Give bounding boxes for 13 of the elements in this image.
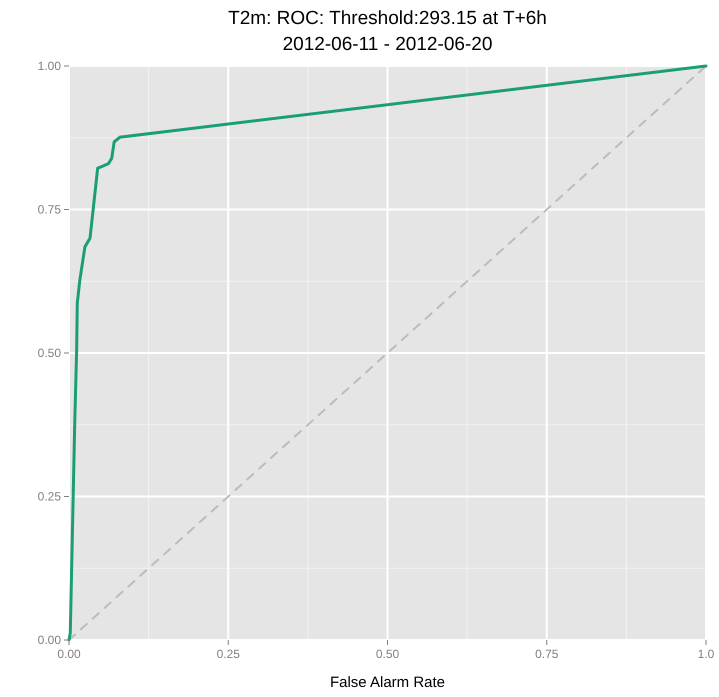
x-axis-title: False Alarm Rate <box>330 674 446 691</box>
x-tick-label: 0.75 <box>535 647 559 661</box>
y-tick-label: 0.00 <box>38 633 62 647</box>
x-tick-label: 1.0 <box>698 647 715 661</box>
y-tick-label: 0.75 <box>38 202 62 216</box>
chart-subtitle: 2012-06-11 - 2012-06-20 <box>282 34 492 55</box>
x-tick-label: 0.25 <box>216 647 240 661</box>
y-tick-label: 0.50 <box>38 346 62 360</box>
x-tick-label: 0.50 <box>376 647 400 661</box>
y-tick-label: 0.25 <box>38 490 62 504</box>
chart-title: T2m: ROC: Threshold:293.15 at T+6h <box>228 8 547 29</box>
x-tick-label: 0.00 <box>57 647 81 661</box>
y-tick-label: 1.00 <box>38 59 62 73</box>
